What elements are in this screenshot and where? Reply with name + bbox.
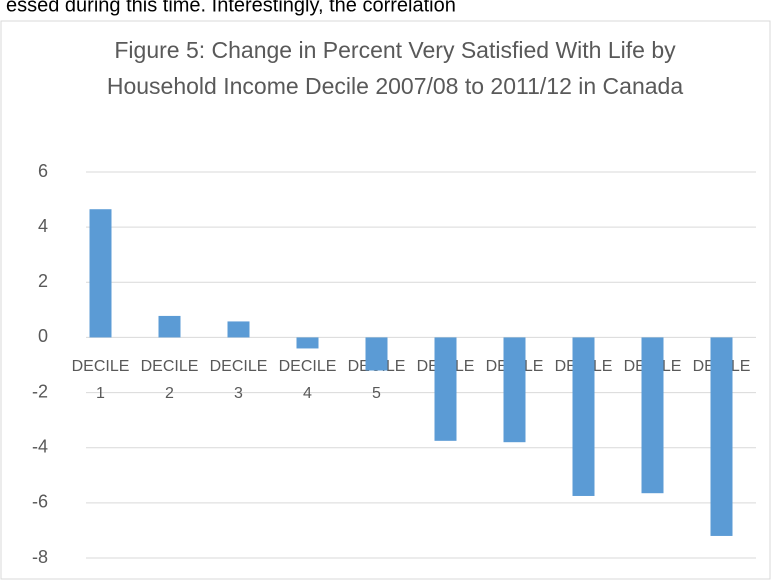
- x-tick-box: DECILE 3: [209, 358, 268, 403]
- y-tick-label: -4: [32, 436, 48, 456]
- bar: [503, 337, 526, 443]
- bar: [365, 337, 388, 371]
- x-tick-box: DECILE 4: [278, 358, 337, 403]
- y-tick-label: -2: [32, 381, 48, 401]
- x-tick-label: DECILE 4: [278, 358, 337, 403]
- bar: [158, 315, 181, 338]
- y-tick-label: 4: [38, 216, 48, 236]
- x-tick-label: DECILE 1: [71, 358, 130, 403]
- y-tick-label: 2: [38, 271, 48, 291]
- x-tick-label: DECILE 2: [140, 358, 199, 403]
- bar: [641, 337, 664, 494]
- title-box: Figure 5: Change in Percent Very Satisfi…: [106, 37, 684, 99]
- bar: [710, 337, 733, 536]
- y-tick-label: -6: [32, 492, 48, 512]
- bar: [296, 337, 319, 349]
- x-tick-box: DECILE 2: [140, 358, 199, 403]
- bar: [89, 209, 112, 338]
- bar: [227, 321, 250, 338]
- x-tick-label: DECILE 3: [209, 358, 268, 403]
- y-tick-label: -8: [32, 547, 48, 567]
- page-text: essed during this time. Interestingly, t…: [6, 0, 456, 16]
- bar: [434, 337, 457, 441]
- y-tick-label: 0: [38, 326, 48, 346]
- y-tick-label: 6: [38, 161, 48, 181]
- bar: [572, 337, 595, 496]
- chart-title: Figure 5: Change in Percent Very Satisfi…: [106, 37, 684, 99]
- x-tick-box: DECILE 1: [71, 358, 130, 403]
